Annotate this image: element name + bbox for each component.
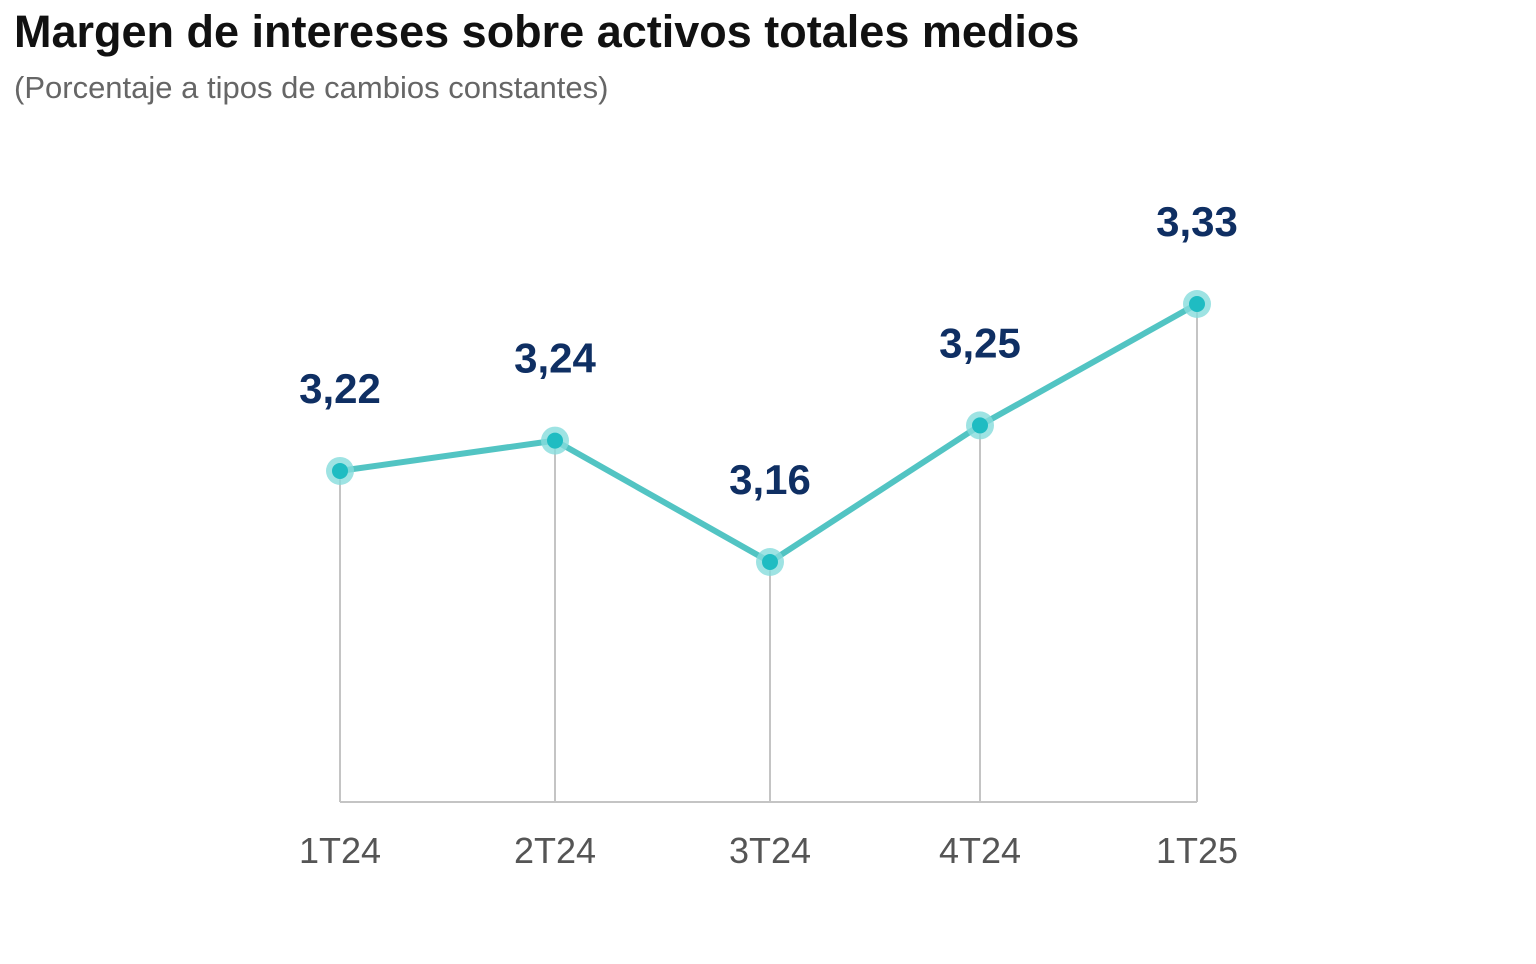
data-label-2T24: 3,24 [514,335,596,382]
x-tick-label-2T24: 2T24 [514,830,596,871]
chart-title: Margen de intereses sobre activos totale… [14,6,1080,57]
x-tick-label-1T24: 1T24 [299,830,381,871]
data-point-4T24 [972,417,988,434]
x-tick-label-1T25: 1T25 [1156,830,1238,871]
data-label-3T24: 3,16 [729,456,811,503]
series-line [337,301,1200,565]
data-point-2T24 [547,432,563,449]
x-tick-label-4T24: 4T24 [939,830,1021,871]
data-point-3T24 [762,554,778,570]
x-tick-label-3T24: 3T24 [729,830,811,871]
data-point-1T24 [332,462,348,479]
data-point-1T25 [1189,296,1205,312]
data-label-1T25: 3,33 [1156,198,1238,245]
data-label-4T24: 3,25 [939,319,1021,366]
data-label-1T24: 3,22 [299,365,381,412]
chart-subtitle: (Porcentaje a tipos de cambios constante… [14,70,609,105]
